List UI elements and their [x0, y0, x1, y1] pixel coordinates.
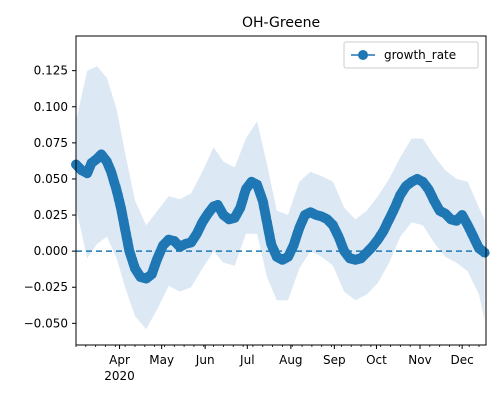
x-tick-label: Jun	[195, 353, 215, 367]
x-tick-label: Apr	[109, 353, 130, 367]
data-point	[479, 247, 490, 258]
x-year-label: 2020	[104, 369, 135, 383]
y-tick-label: 0.025	[34, 208, 68, 222]
x-tick-label: Nov	[408, 353, 431, 367]
y-tick-label: 0.050	[34, 172, 68, 186]
x-tick-label: Dec	[451, 353, 474, 367]
chart-title: OH-Greene	[242, 15, 320, 31]
x-tick-label: May	[149, 353, 174, 367]
y-tick-label: 0.125	[34, 64, 68, 78]
legend-label: growth_rate	[384, 48, 456, 62]
y-tick-label: 0.000	[34, 244, 68, 258]
legend-marker-icon	[358, 50, 368, 60]
x-tick-label: Sep	[323, 353, 346, 367]
axes: −0.050 −0.025 0.000 0.025 0.050 0.075 0.100 0.1…	[24, 35, 487, 383]
y-tick-label: −0.050	[24, 316, 68, 330]
plot-area	[71, 66, 490, 330]
y-tick-label: 0.100	[34, 100, 68, 114]
x-tick-label: Aug	[279, 353, 302, 367]
y-tick-label: −0.025	[24, 280, 68, 294]
plot-frame	[75, 35, 487, 346]
x-tick-label: Jul	[239, 353, 254, 367]
y-tick-label: 0.075	[34, 136, 68, 150]
confidence-band	[76, 66, 485, 330]
x-tick-label: Oct	[366, 353, 387, 367]
legend-box	[343, 41, 479, 69]
legend: growth_rate	[343, 41, 479, 69]
